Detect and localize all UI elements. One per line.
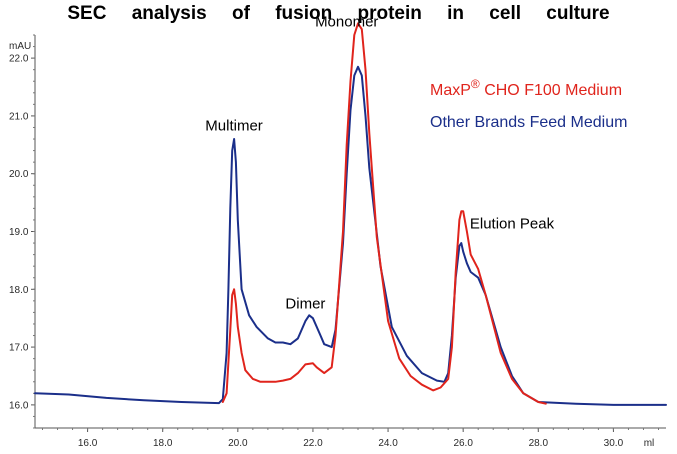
- x-tick-label: 20.0: [228, 438, 248, 449]
- chart-title: SEC analysis of fusion protein in cell c…: [67, 3, 610, 24]
- x-axis-unit: ml: [644, 438, 655, 449]
- x-tick-label: 16.0: [78, 438, 98, 449]
- x-tick-label: 26.0: [453, 438, 473, 449]
- y-tick-label: 21.0: [9, 111, 29, 122]
- annotation-monomer: Monomer: [315, 13, 378, 30]
- y-axis-unit: mAU: [9, 41, 31, 52]
- y-tick-label: 16.0: [9, 400, 29, 411]
- annotation-dimer: Dimer: [285, 295, 325, 312]
- legend-entry: MaxP® CHO F100 Medium: [430, 77, 622, 99]
- series-line-maxp: [221, 22, 547, 405]
- legend-entry: Other Brands Feed Medium: [430, 114, 627, 131]
- axes: 16.0 17.0 18.0 19.0 20.0 21.0 22.0 mAU 16.0 18.0 2…: [9, 34, 666, 449]
- annotations: Multimer Dimer Monomer Elution Peak: [205, 13, 554, 312]
- legend: MaxP® CHO F100 Medium Other Brands Feed M…: [430, 77, 627, 131]
- x-tick-label: 22.0: [303, 438, 323, 449]
- legend-entry-label: MaxP: [430, 82, 471, 99]
- series-line-other-brands: [34, 65, 667, 406]
- legend-registered-mark: ®: [471, 77, 480, 91]
- x-tick-label: 24.0: [378, 438, 398, 449]
- x-tick-label: 28.0: [529, 438, 549, 449]
- y-tick-label: 20.0: [9, 169, 29, 180]
- annotation-multimer: Multimer: [205, 117, 263, 134]
- x-tick-label: 18.0: [153, 438, 173, 449]
- annotation-elution-peak: Elution Peak: [470, 216, 555, 233]
- y-tick-label: 19.0: [9, 227, 29, 238]
- y-tick-label: 22.0: [9, 54, 29, 65]
- x-tick-label: 30.0: [604, 438, 624, 449]
- series-group: [34, 22, 667, 406]
- y-tick-label: 18.0: [9, 285, 29, 296]
- y-tick-label: 17.0: [9, 343, 29, 354]
- legend-entry-label-suffix: CHO F100 Medium: [480, 82, 622, 99]
- legend-entry-label: Other Brands Feed Medium: [430, 114, 627, 131]
